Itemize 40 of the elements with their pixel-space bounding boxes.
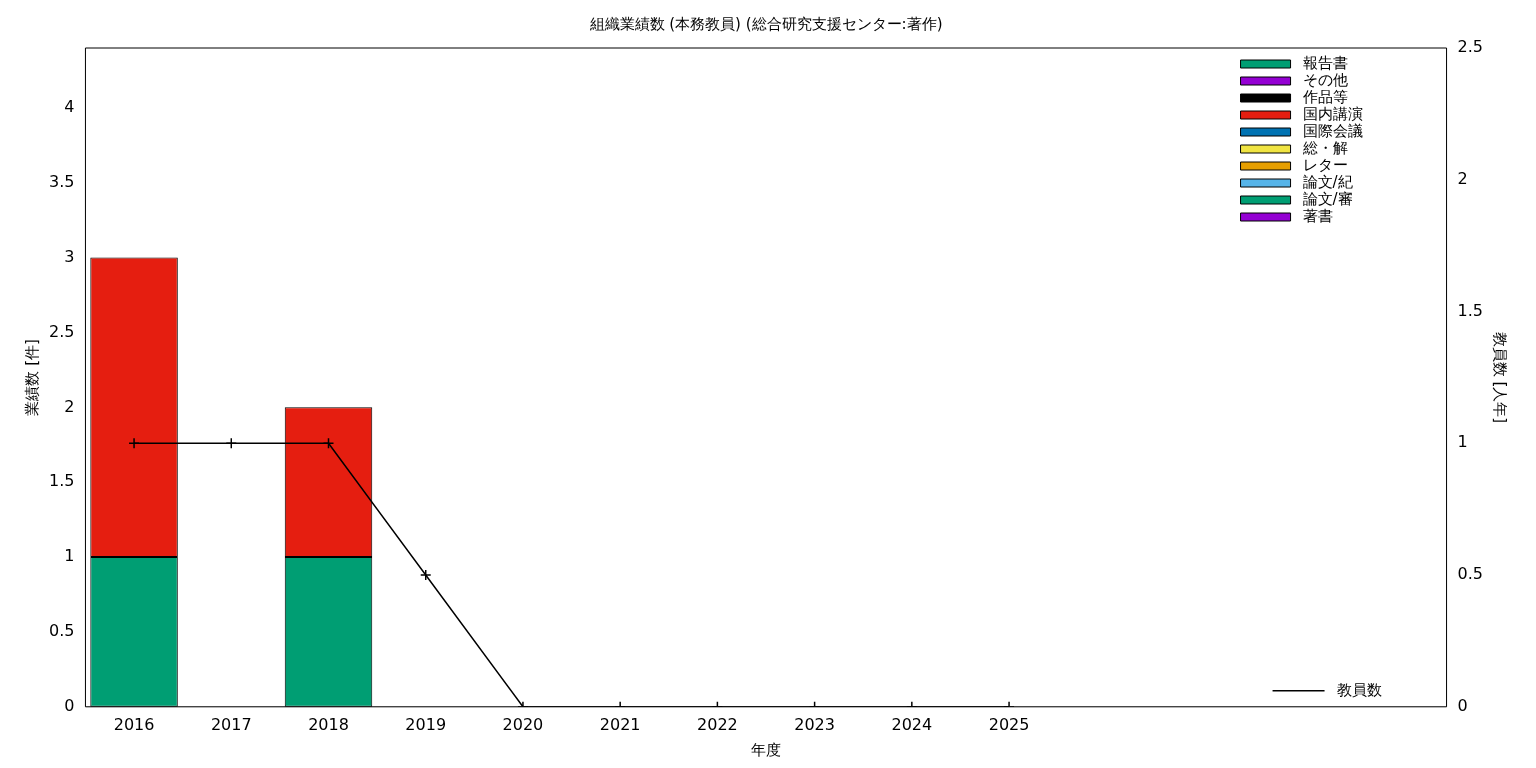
legend-label: 教員数 bbox=[1336, 680, 1382, 699]
legend-label: 総・解 bbox=[1301, 138, 1348, 157]
x-tick-label: 2017 bbox=[210, 714, 252, 734]
x-tick-label: 2025 bbox=[988, 714, 1030, 734]
x-axis-title: 年度 bbox=[751, 740, 781, 759]
x-tick-label: 2018 bbox=[308, 714, 349, 734]
y2-tick-label: 2 bbox=[1457, 168, 1468, 188]
x-tick-label: 2019 bbox=[405, 714, 447, 734]
y-tick-label: 3.5 bbox=[48, 171, 75, 191]
y-tick-label: 3 bbox=[64, 246, 75, 266]
y-axis-title: 業績数 [件] bbox=[22, 339, 41, 416]
y2-tick-label: 2.5 bbox=[1457, 37, 1484, 57]
x-tick-label: 2024 bbox=[891, 714, 933, 734]
y-tick-label: 2.5 bbox=[48, 321, 75, 341]
legend-label: その他 bbox=[1302, 70, 1348, 89]
x-tick-label: 2021 bbox=[599, 714, 641, 734]
x-tick-label: 2016 bbox=[113, 714, 155, 734]
x-tick-label: 2023 bbox=[794, 714, 835, 734]
y-tick-label: 1 bbox=[64, 546, 75, 566]
y2-tick-label: 1 bbox=[1457, 432, 1468, 452]
legend-label: 論文/紀 bbox=[1302, 172, 1353, 191]
x-tick-label: 2020 bbox=[502, 714, 544, 734]
y2-tick-label: 0 bbox=[1457, 695, 1468, 715]
legend-label: 国内講演 bbox=[1302, 104, 1363, 123]
y2-tick-label: 1.5 bbox=[1457, 300, 1484, 320]
legend-label: レター bbox=[1302, 155, 1348, 174]
legend-label: 作品等 bbox=[1301, 87, 1348, 106]
y2-tick-label: 0.5 bbox=[1457, 564, 1484, 584]
y-tick-label: 0.5 bbox=[48, 621, 75, 641]
y-tick-label: 2 bbox=[64, 396, 75, 416]
y-tick-label: 0 bbox=[64, 695, 75, 715]
legend-label: 論文/審 bbox=[1302, 189, 1353, 208]
legend-label: 著書 bbox=[1302, 206, 1333, 225]
legend-label: 国際会議 bbox=[1302, 121, 1363, 140]
y-tick-label: 1.5 bbox=[48, 471, 75, 491]
x-tick-label: 2022 bbox=[697, 714, 738, 734]
y-tick-label: 4 bbox=[64, 97, 75, 117]
y2-axis-title: 教員数 [人年] bbox=[1491, 331, 1510, 424]
chart-title: 組織業績数 (本務教員) (総合研究支援センター:著作) bbox=[588, 14, 943, 33]
legend-label: 報告書 bbox=[1302, 53, 1348, 72]
